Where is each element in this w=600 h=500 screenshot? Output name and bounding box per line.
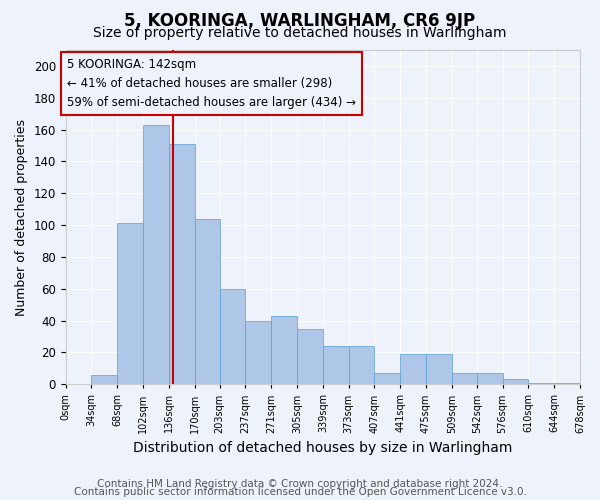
Bar [297,328,323,384]
Y-axis label: Number of detached properties: Number of detached properties [15,118,28,316]
Bar [554,382,580,384]
Bar [271,316,297,384]
Bar [117,224,143,384]
Bar [349,346,374,385]
Bar [194,218,220,384]
Text: Contains public sector information licensed under the Open Government Licence v3: Contains public sector information licen… [74,487,526,497]
Bar [400,354,426,384]
Bar [245,320,271,384]
Bar [529,382,554,384]
Bar [323,346,349,385]
Bar [426,354,452,384]
Text: 5 KOORINGA: 142sqm
← 41% of detached houses are smaller (298)
59% of semi-detach: 5 KOORINGA: 142sqm ← 41% of detached hou… [67,58,356,109]
Bar [169,144,194,384]
Bar [477,373,503,384]
Bar [503,380,529,384]
Bar [143,125,169,384]
Text: Contains HM Land Registry data © Crown copyright and database right 2024.: Contains HM Land Registry data © Crown c… [97,479,503,489]
Bar [374,373,400,384]
Bar [452,373,477,384]
Text: 5, KOORINGA, WARLINGHAM, CR6 9JP: 5, KOORINGA, WARLINGHAM, CR6 9JP [124,12,476,30]
Text: Size of property relative to detached houses in Warlingham: Size of property relative to detached ho… [93,26,507,40]
Bar [91,374,117,384]
Bar [220,289,245,384]
X-axis label: Distribution of detached houses by size in Warlingham: Distribution of detached houses by size … [133,441,512,455]
